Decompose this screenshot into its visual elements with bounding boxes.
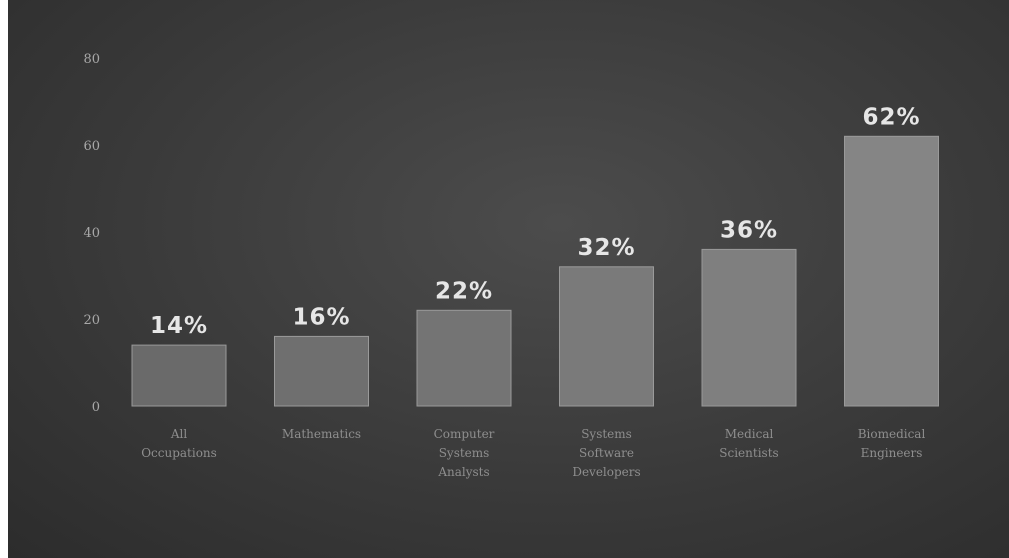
y-tick-label: 80 — [83, 52, 100, 67]
x-tick-label: Medical Scientists — [719, 427, 778, 460]
bar-value-label: 14% — [150, 313, 208, 339]
x-tick-label: Biomedical Engineers — [858, 427, 926, 460]
x-tick-label: Mathematics — [282, 427, 361, 441]
bar-value-label: 36% — [720, 217, 778, 243]
x-tick-label: Computer Systems Analysts — [434, 427, 495, 479]
x-axis: All Occupations Mathematics Computer Systems… — [141, 427, 925, 479]
bar-series — [131, 135, 939, 407]
bar — [559, 266, 654, 407]
y-tick-label: 40 — [83, 226, 100, 241]
bar-value-label: 62% — [862, 104, 920, 130]
x-tick-label: All Occupations — [141, 427, 217, 460]
bar — [701, 248, 797, 407]
chart-background — [8, 0, 1009, 558]
y-tick-label: 20 — [83, 313, 100, 328]
bar — [131, 344, 227, 407]
y-tick-label: 60 — [83, 139, 100, 154]
value-labels: 14% 16% 22% 32% 36% 62% — [150, 104, 920, 339]
bar — [416, 309, 512, 407]
bar-value-label: 16% — [292, 304, 350, 330]
y-axis: 0 20 40 60 80 — [83, 52, 100, 415]
bar — [274, 335, 369, 407]
x-tick-label: Systems Software Developers — [572, 427, 640, 479]
bar — [844, 135, 939, 407]
y-tick-label: 0 — [92, 400, 100, 415]
bar-value-label: 32% — [577, 235, 635, 261]
bar-value-label: 22% — [435, 278, 493, 304]
